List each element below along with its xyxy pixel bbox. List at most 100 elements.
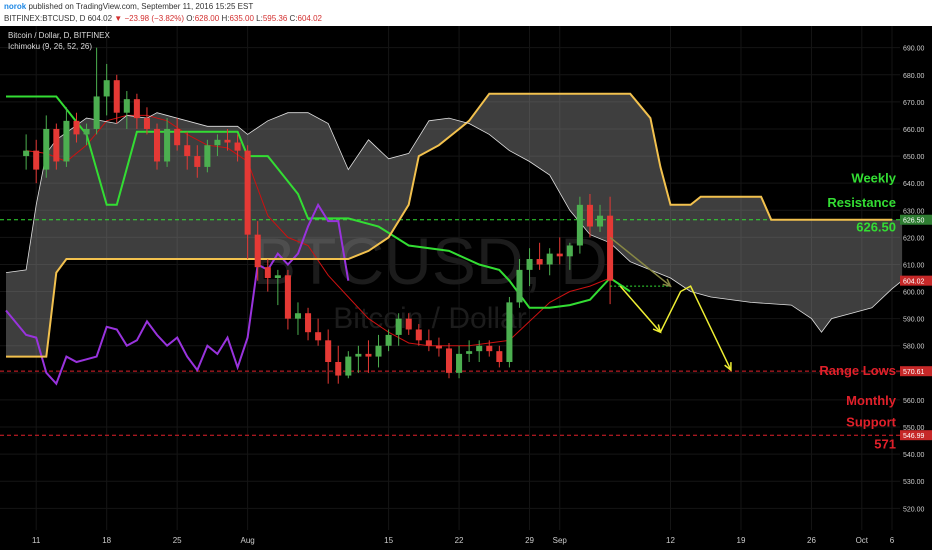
candle — [335, 345, 342, 384]
candle-body — [385, 334, 392, 346]
candle — [607, 196, 614, 305]
candle-body — [254, 234, 261, 268]
candle — [405, 313, 412, 335]
candle — [33, 139, 40, 184]
candle-body — [113, 80, 120, 113]
candle-body — [164, 128, 171, 162]
candle-body — [184, 145, 191, 157]
annotation-text: Weekly — [851, 171, 896, 186]
y-tick-label: 690.00 — [903, 46, 925, 53]
candle — [305, 307, 312, 341]
close-label: C: — [289, 14, 298, 23]
candle — [274, 269, 281, 306]
high-value: 635.00 — [229, 14, 254, 23]
candle — [506, 296, 513, 368]
time-axis[interactable] — [0, 530, 900, 550]
price-tag-text: 570.61 — [903, 369, 925, 376]
legend-title: Bitcoin / Dollar, D, BITFINEX — [8, 31, 110, 40]
candle — [154, 123, 161, 170]
low-label: L: — [256, 14, 263, 23]
projection-arrowhead — [724, 362, 732, 372]
candle-body — [536, 259, 543, 265]
ichimoku-cloud — [6, 93, 903, 357]
candle — [43, 115, 50, 178]
candle-body — [103, 80, 110, 97]
down-arrow-icon: ▼ — [114, 14, 123, 23]
projection-arrowhead — [662, 278, 672, 288]
x-axis-labels: 11 18 25 Aug 15 22 29 Sep 12 19 26 Oct 6 — [32, 536, 895, 545]
published-text: published on TradingView.com, September … — [28, 2, 254, 11]
candle — [325, 329, 332, 384]
y-tick-label: 680.00 — [903, 73, 925, 80]
plot-background — [0, 26, 900, 530]
author-link[interactable]: norok — [4, 2, 27, 11]
candle — [174, 118, 181, 151]
x-tick-label: 18 — [102, 536, 111, 545]
candle-body — [294, 313, 301, 319]
ohlc-line: BITFINEX:BTCUSD, D 604.02 ▼ −23.98 (−3.8… — [4, 14, 322, 23]
price-axis[interactable] — [900, 26, 932, 550]
candle-body — [476, 345, 483, 352]
chart-header: norok published on TradingView.com, Sept… — [0, 0, 932, 26]
annotation-text: Range Lows — [819, 363, 896, 378]
candle-body — [93, 96, 100, 129]
projection-line — [609, 236, 671, 287]
projection-line — [659, 285, 732, 371]
candle-body — [566, 245, 573, 257]
candle — [113, 74, 120, 124]
candle — [526, 248, 533, 287]
candle-body — [194, 156, 201, 167]
candle — [284, 269, 291, 330]
y-tick-label: 560.00 — [903, 398, 925, 405]
annotation-text: Support — [846, 415, 896, 430]
y-tick-label: 630.00 — [903, 208, 925, 215]
candle-body — [516, 269, 523, 303]
candle — [476, 340, 483, 362]
y-tick-label: 600.00 — [903, 290, 925, 297]
candle-body — [375, 345, 382, 357]
x-tick-label: 15 — [384, 536, 393, 545]
candle — [385, 329, 392, 352]
candle — [516, 259, 523, 308]
price-chart[interactable]: BTCUSD, D Bitcoin / Dollar Weekly Resista… — [0, 26, 932, 550]
candle-body — [53, 128, 60, 162]
y-tick-label: 550.00 — [903, 425, 925, 432]
candle-body — [546, 253, 553, 265]
annotation-text: 571 — [874, 436, 896, 451]
candle-body — [586, 204, 593, 227]
candle-body — [355, 353, 362, 357]
candle-body — [466, 351, 473, 354]
price-tag-bg — [900, 275, 932, 286]
candle-body — [204, 145, 211, 167]
candle — [395, 313, 402, 346]
ichimoku-lines — [5, 92, 903, 386]
y-tick-label: 520.00 — [903, 506, 925, 513]
candle — [466, 340, 473, 362]
candle-body — [435, 345, 442, 349]
annotation-text: 626.50 — [856, 220, 896, 235]
series-line — [5, 112, 903, 333]
legend-indicator[interactable]: Ichimoku (9, 26, 52, 26) — [8, 42, 92, 51]
x-tick-label: Sep — [553, 536, 568, 545]
candle — [83, 123, 90, 146]
candle — [456, 345, 463, 379]
candle-body — [315, 332, 322, 341]
candle-body — [405, 318, 412, 330]
candle — [184, 131, 191, 170]
price-tag-bg — [900, 214, 932, 225]
y-tick-label: 660.00 — [903, 127, 925, 134]
candle — [234, 134, 241, 162]
candle-body — [445, 348, 453, 373]
x-tick-label: 29 — [525, 536, 534, 545]
projection-line — [619, 285, 661, 333]
price-tag-bg — [900, 366, 932, 377]
grid — [0, 26, 900, 530]
candle — [566, 242, 573, 270]
annotation-text: Monthly — [846, 393, 897, 408]
projection-arrows — [609, 236, 732, 372]
candle — [355, 345, 362, 373]
candle — [164, 118, 171, 167]
candle — [576, 196, 583, 254]
candle-body — [224, 139, 231, 143]
open-value: 628.00 — [194, 14, 220, 23]
